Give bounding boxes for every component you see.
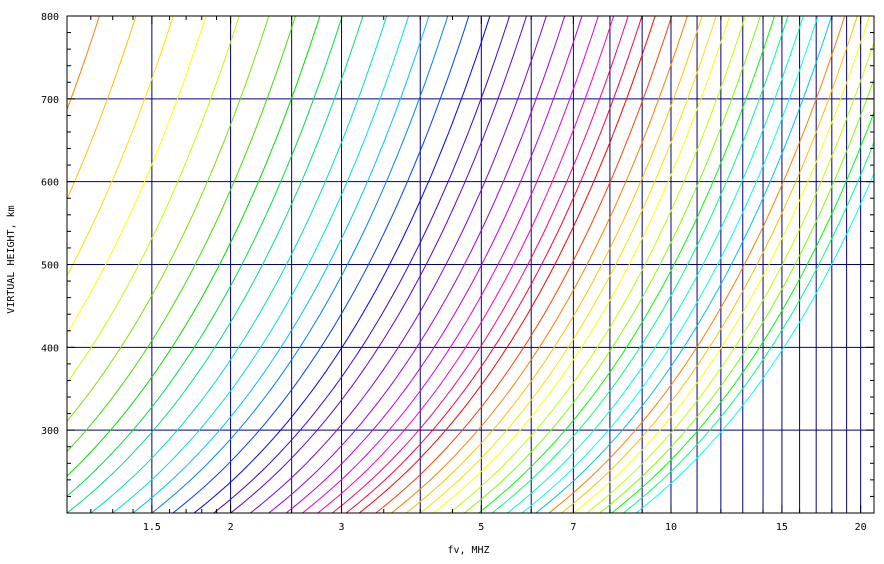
- x-tick-label: 20: [855, 522, 867, 533]
- y-tick-label: 800: [41, 12, 59, 23]
- x-tick-label: 10: [665, 522, 677, 533]
- x-tick-label: 15: [776, 522, 788, 533]
- y-axis-title: VIRTUAL HEIGHT, km: [6, 205, 17, 313]
- y-tick-label: 600: [41, 178, 59, 189]
- y-tick-label: 400: [41, 343, 59, 354]
- y-tick-label: 500: [41, 261, 59, 272]
- x-tick-label: 2: [228, 522, 234, 533]
- x-axis-title: fv, MHZ: [447, 545, 489, 556]
- y-tick-label: 700: [41, 95, 59, 106]
- x-tick-label: 1.5: [143, 522, 161, 533]
- x-tick-label: 7: [570, 522, 576, 533]
- y-tick-label: 300: [41, 426, 59, 437]
- x-tick-label: 5: [478, 522, 484, 533]
- x-tick-label: 3: [339, 522, 345, 533]
